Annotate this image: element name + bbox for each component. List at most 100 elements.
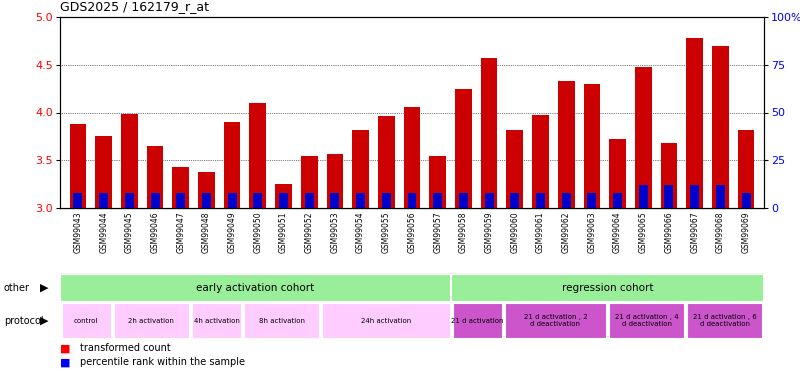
Text: ■: ■ — [60, 343, 70, 353]
Bar — [453, 303, 502, 338]
Text: 2h activation: 2h activation — [128, 318, 174, 324]
Bar — [99, 193, 108, 208]
Bar — [352, 130, 369, 208]
Bar — [558, 81, 574, 208]
Text: ■: ■ — [60, 357, 70, 368]
Bar — [485, 193, 494, 208]
Text: GSM99045: GSM99045 — [125, 211, 134, 253]
Text: GSM99060: GSM99060 — [510, 211, 519, 253]
Bar — [661, 143, 678, 208]
Bar — [687, 303, 762, 338]
Text: GSM99049: GSM99049 — [228, 211, 237, 253]
Text: GSM99057: GSM99057 — [433, 211, 442, 253]
Text: 8h activation: 8h activation — [258, 318, 305, 324]
Bar — [70, 124, 86, 208]
Bar — [275, 184, 292, 208]
Bar — [451, 274, 764, 302]
Text: control: control — [74, 318, 98, 324]
Text: other: other — [4, 283, 30, 293]
Bar — [125, 193, 134, 208]
Bar — [74, 193, 82, 208]
Text: GSM99069: GSM99069 — [742, 211, 750, 253]
Text: ▶: ▶ — [40, 316, 48, 326]
Bar — [279, 193, 288, 208]
Text: GSM99064: GSM99064 — [613, 211, 622, 253]
Bar — [192, 303, 241, 338]
Text: 21 d activation , 2
d deactivation: 21 d activation , 2 d deactivation — [523, 314, 587, 327]
Text: GSM99048: GSM99048 — [202, 211, 211, 253]
Bar — [455, 88, 472, 208]
Text: 21 d activation: 21 d activation — [451, 318, 503, 324]
Bar — [244, 303, 319, 338]
Text: GSM99061: GSM99061 — [536, 211, 545, 253]
Bar — [407, 193, 417, 208]
Bar — [532, 116, 549, 208]
Bar — [121, 114, 138, 208]
Text: protocol: protocol — [4, 316, 44, 326]
Text: GSM99059: GSM99059 — [485, 211, 494, 253]
Bar — [481, 58, 498, 208]
Bar — [638, 185, 648, 208]
Bar — [613, 193, 622, 208]
Text: 21 d activation , 4
d deactivation: 21 d activation , 4 d deactivation — [615, 314, 678, 327]
Text: early activation cohort: early activation cohort — [197, 283, 314, 293]
Bar — [224, 122, 241, 208]
Text: GSM99046: GSM99046 — [150, 211, 159, 253]
Bar — [254, 193, 262, 208]
Text: GSM99047: GSM99047 — [176, 211, 186, 253]
Bar — [635, 67, 651, 208]
Bar — [506, 130, 523, 208]
Text: GSM99063: GSM99063 — [587, 211, 596, 253]
Text: GSM99062: GSM99062 — [562, 211, 570, 253]
Bar — [609, 303, 684, 338]
Bar — [690, 185, 699, 208]
Bar — [562, 193, 570, 208]
Bar — [433, 193, 442, 208]
Text: GSM99055: GSM99055 — [382, 211, 391, 253]
Text: GSM99068: GSM99068 — [716, 211, 725, 253]
Bar — [150, 193, 159, 208]
Bar — [95, 136, 112, 208]
Text: GSM99043: GSM99043 — [74, 211, 82, 253]
Bar — [510, 193, 519, 208]
Bar — [742, 193, 750, 208]
Text: GSM99050: GSM99050 — [254, 211, 262, 253]
Bar — [712, 46, 729, 208]
Bar — [326, 154, 343, 208]
Bar — [146, 146, 163, 208]
Bar — [173, 167, 189, 208]
Bar — [198, 172, 215, 208]
Text: GSM99056: GSM99056 — [407, 211, 417, 253]
Text: transformed count: transformed count — [80, 343, 170, 353]
Bar — [114, 303, 189, 338]
Text: GSM99044: GSM99044 — [99, 211, 108, 253]
Bar — [378, 116, 394, 208]
Bar — [62, 303, 110, 338]
Text: GSM99051: GSM99051 — [279, 211, 288, 253]
Text: 4h activation: 4h activation — [194, 318, 239, 324]
Bar — [686, 38, 703, 208]
Bar — [536, 193, 545, 208]
Text: ▶: ▶ — [40, 283, 48, 293]
Bar — [459, 193, 468, 208]
Bar — [305, 193, 314, 208]
Text: GSM99058: GSM99058 — [459, 211, 468, 253]
Bar — [356, 193, 365, 208]
Bar — [228, 193, 237, 208]
Bar — [322, 303, 450, 338]
Bar — [738, 130, 754, 208]
Bar — [609, 139, 626, 208]
Bar — [60, 274, 451, 302]
Text: 21 d activation , 6
d deactivation: 21 d activation , 6 d deactivation — [693, 314, 757, 327]
Bar — [202, 193, 211, 208]
Bar — [583, 84, 600, 208]
Text: GSM99067: GSM99067 — [690, 211, 699, 253]
Text: GSM99066: GSM99066 — [665, 211, 674, 253]
Bar — [301, 156, 318, 208]
Bar — [330, 193, 339, 208]
Bar — [176, 193, 186, 208]
Text: 24h activation: 24h activation — [361, 318, 411, 324]
Bar — [382, 193, 391, 208]
Text: GSM99065: GSM99065 — [638, 211, 648, 253]
Bar — [665, 185, 674, 208]
